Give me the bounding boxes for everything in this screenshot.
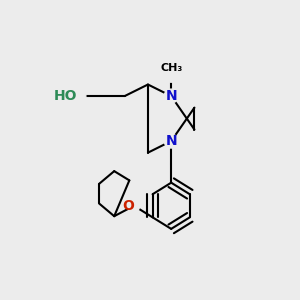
Circle shape bbox=[162, 64, 181, 82]
Circle shape bbox=[164, 134, 178, 148]
Text: N: N bbox=[165, 134, 177, 148]
Text: HO: HO bbox=[53, 89, 77, 103]
Circle shape bbox=[164, 89, 178, 103]
Text: O: O bbox=[122, 199, 134, 213]
Circle shape bbox=[68, 87, 86, 105]
Text: N: N bbox=[165, 89, 177, 103]
Circle shape bbox=[128, 200, 140, 212]
Text: CH₃: CH₃ bbox=[160, 63, 182, 73]
